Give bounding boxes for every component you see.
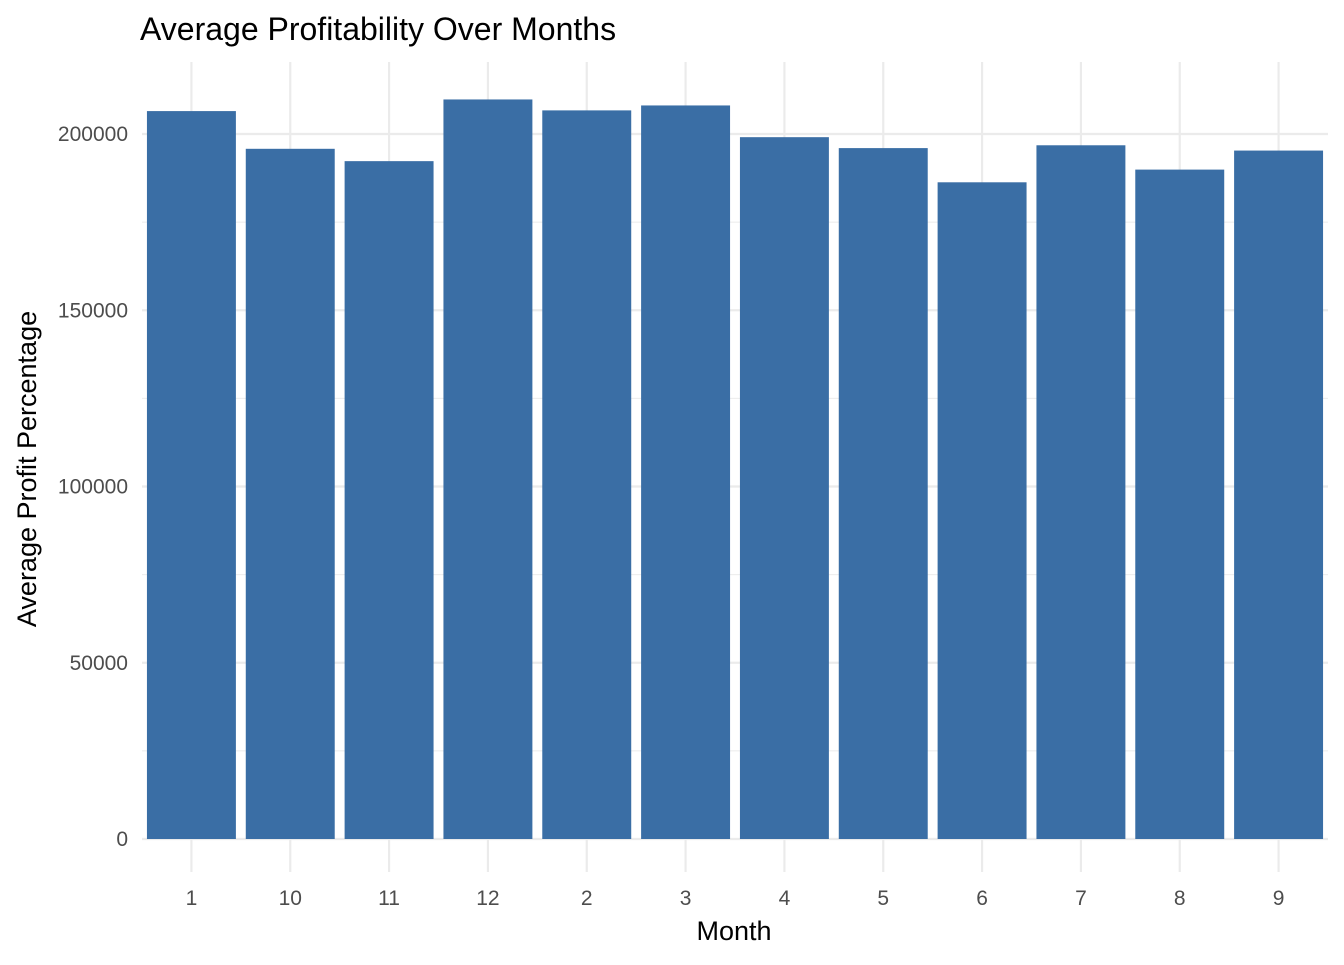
- y-axis-ticks: 0 50000 100000 150000 200000: [58, 123, 128, 851]
- x-tick-label: 3: [680, 887, 692, 910]
- bar: [344, 161, 434, 839]
- bar: [443, 99, 533, 839]
- y-tick-label: 100000: [58, 476, 128, 499]
- x-tick-label: 10: [279, 887, 302, 910]
- y-tick-label: 50000: [70, 652, 128, 675]
- bar: [1234, 150, 1324, 839]
- x-tick-label: 9: [1273, 887, 1285, 910]
- x-axis-ticks: 1 10 11 12 2 3 4 5 6 7 8 9: [186, 887, 1285, 910]
- x-tick-label: 1: [186, 887, 198, 910]
- x-tick-label: 5: [877, 887, 889, 910]
- bar: [245, 148, 335, 839]
- x-tick-label: 7: [1075, 887, 1087, 910]
- bar: [937, 182, 1027, 840]
- bar: [542, 110, 632, 839]
- x-tick-label: 2: [581, 887, 593, 910]
- chart-title: Average Profitability Over Months: [140, 11, 616, 47]
- bar: [641, 105, 731, 839]
- y-tick-label: 150000: [58, 299, 128, 322]
- x-tick-label: 6: [976, 887, 988, 910]
- bar: [739, 137, 829, 840]
- x-tick-label: 8: [1174, 887, 1186, 910]
- y-tick-label: 200000: [58, 123, 128, 146]
- x-tick-label: 11: [378, 887, 400, 910]
- y-tick-label: 0: [116, 828, 128, 851]
- y-axis-title: Average Profit Percentage: [12, 311, 42, 627]
- x-tick-label: 4: [779, 887, 791, 910]
- bar: [146, 111, 236, 839]
- bar: [1036, 145, 1126, 839]
- bar: [838, 148, 928, 840]
- bars-layer: [146, 99, 1324, 840]
- x-axis-title: Month: [696, 916, 771, 946]
- bar: [1135, 169, 1225, 840]
- x-tick-label: 12: [476, 887, 499, 910]
